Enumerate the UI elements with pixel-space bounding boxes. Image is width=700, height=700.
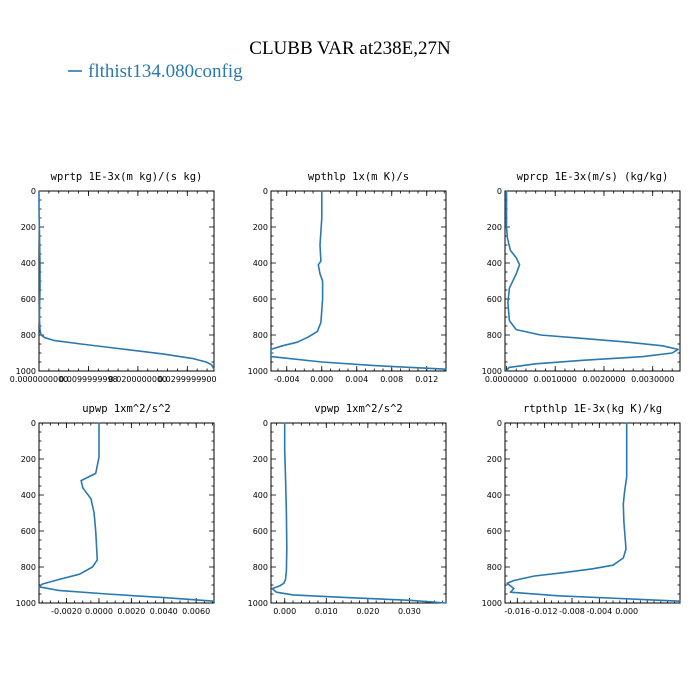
- chart-panel: wprcp 1E-3x(m/s) (kg/kg) 0.0000000 0.00100…: [482, 171, 681, 384]
- series-line: [38, 422, 215, 603]
- x-tick-label: 0.0020: [117, 607, 145, 616]
- y-tick-label: 200: [487, 455, 502, 464]
- x-tick-label: 0.020: [356, 607, 379, 616]
- x-tick-label: 0.0099999998: [59, 375, 118, 384]
- x-tick-label: 0.000: [615, 607, 638, 616]
- x-tick-label: 0.0060: [182, 607, 210, 616]
- panel-title: wprcp 1E-3x(m/s) (kg/kg): [517, 171, 669, 183]
- y-tick-label: 600: [21, 295, 36, 304]
- y-tick-label: 400: [487, 259, 502, 268]
- x-tick-label: 0.0000: [85, 607, 113, 616]
- series-line: [505, 190, 679, 372]
- y-tick-label: 200: [21, 223, 36, 232]
- plot-frame: [270, 190, 447, 372]
- x-tick-label: 0.0010000: [534, 375, 577, 384]
- x-tick-label: -0.016: [504, 607, 530, 616]
- plot-frame: [504, 190, 681, 372]
- x-tick-label: 0.0020000: [582, 375, 625, 384]
- y-tick-label: 0: [31, 419, 36, 428]
- y-tick-label: 400: [487, 491, 502, 500]
- panel-grid: wprtp 1E-3x(m kg)/(s kg)0.00000000000.00…: [10, 171, 681, 616]
- chart-panel: wpthlp 1x(m K)/s -0.004 0.000 0.004 0.008 0.0…: [248, 171, 447, 384]
- y-tick-label: 400: [21, 259, 36, 268]
- x-tick-label: 0.012: [415, 375, 438, 384]
- x-tick-label: -0.008: [559, 607, 585, 616]
- chart-panel: vpwp 1xm^2/s^2 0.000 0.010 0.020 0.030 0 200 40…: [248, 403, 447, 616]
- y-tick-label: 1000: [16, 599, 36, 608]
- x-tick-label: 0.0040: [150, 607, 178, 616]
- series-line: [271, 422, 447, 604]
- y-tick-label: 1000: [482, 599, 502, 608]
- x-tick-label: 0.0000000000: [10, 375, 69, 384]
- chart-panel: upwp 1xm^2/s^2 -0.0020 0.0000 0.0020 0.0040 0…: [16, 403, 215, 616]
- y-tick-label: 800: [253, 331, 268, 340]
- y-tick-label: 400: [253, 259, 268, 268]
- y-tick-label: 600: [253, 295, 268, 304]
- y-tick-label: 1000: [248, 367, 268, 376]
- panel-title: vpwp 1xm^2/s^2: [314, 403, 403, 415]
- series-line: [506, 422, 681, 603]
- y-tick-label: 1000: [16, 367, 36, 376]
- y-tick-label: 600: [487, 527, 502, 536]
- y-tick-label: 0: [497, 187, 502, 196]
- y-tick-label: 200: [253, 455, 268, 464]
- plot-frame: [270, 422, 447, 604]
- x-tick-label: -0.004: [274, 375, 300, 384]
- x-tick-label: -0.012: [532, 607, 558, 616]
- y-tick-label: 200: [253, 223, 268, 232]
- figure-title: CLUBB VAR at238E,27N: [249, 38, 451, 59]
- legend-label: flthist134.080config: [88, 61, 243, 82]
- y-tick-label: 600: [487, 295, 502, 304]
- plot-frame: [38, 190, 215, 372]
- x-tick-label: 0.000: [273, 607, 296, 616]
- x-tick-label: 0.030: [398, 607, 421, 616]
- x-tick-label: 0.0299999900: [158, 375, 217, 384]
- panel-title: wpthlp 1x(m K)/s: [308, 171, 409, 183]
- y-tick-label: 800: [253, 563, 268, 572]
- x-tick-label: -0.0020: [51, 607, 82, 616]
- x-tick-label: 0.0000000: [485, 375, 528, 384]
- series-line: [38, 190, 215, 371]
- panel-title: rtpthlp 1E-3x(kg K)/kg: [523, 403, 662, 415]
- x-tick-label: 0.000: [310, 375, 333, 384]
- y-tick-label: 0: [31, 187, 36, 196]
- y-tick-label: 800: [487, 563, 502, 572]
- y-tick-label: 400: [253, 491, 268, 500]
- x-tick-label: 0.004: [345, 375, 368, 384]
- chart-panel: rtpthlp 1E-3x(kg K)/kg -0.016 -0.012 -0.008…: [482, 403, 681, 616]
- y-tick-label: 800: [487, 331, 502, 340]
- y-tick-label: 1000: [248, 599, 268, 608]
- x-tick-label: 0.008: [380, 375, 403, 384]
- panel-title: upwp 1xm^2/s^2: [82, 403, 171, 415]
- y-tick-label: 0: [497, 419, 502, 428]
- y-tick-label: 800: [21, 331, 36, 340]
- y-tick-label: 200: [21, 455, 36, 464]
- x-tick-label: 0.0200000000: [109, 375, 168, 384]
- plot-frame: [38, 422, 215, 604]
- series-line: [270, 190, 447, 371]
- y-tick-label: 200: [487, 223, 502, 232]
- y-tick-label: 1000: [482, 367, 502, 376]
- y-tick-label: 0: [263, 419, 268, 428]
- x-tick-label: 0.010: [315, 607, 338, 616]
- x-tick-label: -0.004: [586, 607, 612, 616]
- y-tick-label: 600: [21, 527, 36, 536]
- y-tick-label: 400: [21, 491, 36, 500]
- x-tick-label: 0.0030000: [631, 375, 674, 384]
- panel-title: wprtp 1E-3x(m kg)/(s kg): [51, 171, 203, 183]
- y-tick-label: 600: [253, 527, 268, 536]
- chart-panel: wprtp 1E-3x(m kg)/(s kg) 0.00000000000.00…: [10, 171, 217, 384]
- legend: flthist134.080config: [68, 61, 243, 82]
- y-tick-label: 0: [263, 187, 268, 196]
- y-tick-label: 800: [21, 563, 36, 572]
